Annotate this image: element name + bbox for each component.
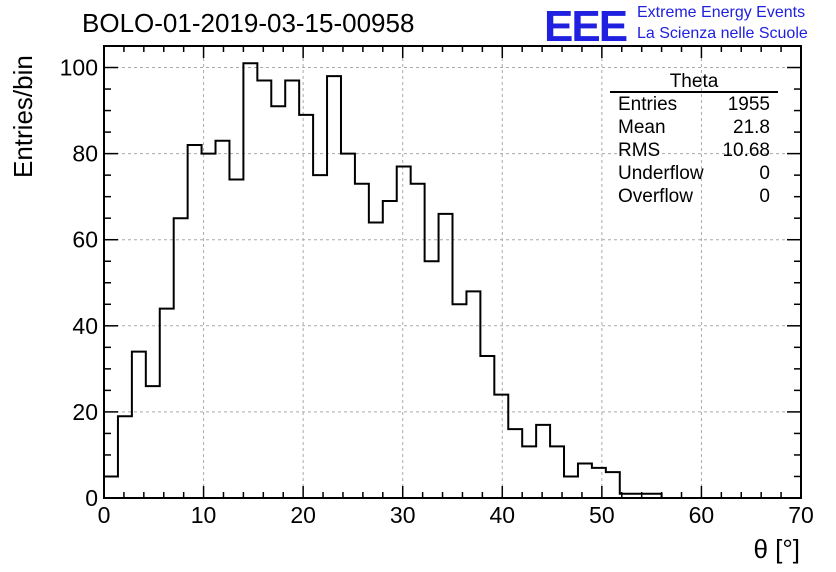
stats-value: 10.68 xyxy=(722,140,770,161)
histogram-series-theta xyxy=(103,62,663,498)
histogram-bin xyxy=(229,179,243,498)
histogram-bin xyxy=(271,106,285,498)
x-tick-label: 50 xyxy=(589,502,615,528)
histogram-bin xyxy=(480,356,494,498)
histogram-bin xyxy=(494,395,508,498)
histogram-bin xyxy=(466,291,480,498)
stats-value: 21.8 xyxy=(733,117,770,138)
y-axis-label: Entries/bin xyxy=(8,55,38,178)
y-tick-label: 100 xyxy=(60,55,98,81)
histogram-bin xyxy=(369,222,383,498)
histogram-bin xyxy=(564,476,578,498)
logo-line-2: La Scienza nelle Scuole xyxy=(637,25,808,42)
y-tick-label: 40 xyxy=(72,313,98,339)
histogram-bin xyxy=(355,184,369,498)
histogram-bin xyxy=(257,80,271,498)
histogram-bin xyxy=(439,214,453,498)
x-tick-label: 10 xyxy=(191,502,217,528)
histogram-bin xyxy=(299,115,313,498)
plot-frame xyxy=(103,45,802,499)
stats-value: 1955 xyxy=(727,94,770,115)
stats-label: Underflow xyxy=(618,163,704,184)
histogram-bin xyxy=(578,464,592,498)
histogram-bin xyxy=(146,386,160,498)
y-tick-label: 60 xyxy=(72,227,98,253)
stats-label: RMS xyxy=(618,140,661,161)
histogram-bin xyxy=(285,80,299,498)
histogram-bin xyxy=(243,63,257,498)
x-tick-label: 70 xyxy=(788,502,814,528)
histogram-bin xyxy=(174,218,188,498)
stats-box: Theta Entries 1955 Mean 21.8 RMS 10.68 U… xyxy=(610,72,778,208)
stats-row-overflow: Overflow 0 xyxy=(610,185,778,208)
histogram-bin xyxy=(411,184,425,498)
histogram-bin xyxy=(383,201,397,498)
chart-title: BOLO-01-2019-03-15-00958 xyxy=(82,8,415,38)
histogram-bin xyxy=(592,468,606,498)
stats-row-rms: RMS 10.68 xyxy=(610,139,778,162)
x-tick-label: 40 xyxy=(489,502,515,528)
y-tick-label: 20 xyxy=(72,399,98,425)
stats-row-underflow: Underflow 0 xyxy=(610,162,778,185)
histogram-bin xyxy=(522,446,536,498)
x-axis-label: θ [°] xyxy=(753,534,800,564)
histogram-bin xyxy=(104,476,118,498)
histogram-bin xyxy=(341,154,355,498)
histogram-bin xyxy=(550,446,564,498)
stats-row-mean: Mean 21.8 xyxy=(610,116,778,139)
histogram-bin xyxy=(397,167,411,498)
x-tick-label: 20 xyxy=(290,502,316,528)
histogram-bin xyxy=(202,154,216,498)
stats-row-entries: Entries 1955 xyxy=(610,93,778,116)
stats-title: Theta xyxy=(610,72,778,93)
x-tick-label: 60 xyxy=(689,502,715,528)
stats-label: Mean xyxy=(618,117,666,138)
histogram-bin xyxy=(313,175,327,498)
histogram-bin xyxy=(327,76,341,498)
stats-label: Overflow xyxy=(618,186,693,207)
histogram-bin xyxy=(453,304,467,498)
y-tick-label: 80 xyxy=(72,141,98,167)
stats-value: 0 xyxy=(759,163,770,184)
histogram-bin xyxy=(160,309,174,498)
y-tick-label: 0 xyxy=(85,485,98,511)
stats-value: 0 xyxy=(759,186,770,207)
logo-line-1: Extreme Energy Events xyxy=(637,4,806,21)
histogram-bin xyxy=(118,416,132,498)
histogram-bin xyxy=(188,145,202,498)
stats-label: Entries xyxy=(618,94,678,115)
histogram-bin xyxy=(508,429,522,498)
histogram-bin xyxy=(606,472,620,498)
histogram-bin xyxy=(216,141,230,498)
x-tick-label: 0 xyxy=(98,502,111,528)
histogram-bin xyxy=(132,352,146,498)
x-tick-label: 30 xyxy=(390,502,416,528)
histogram-bin xyxy=(536,425,550,498)
eee-logo: EEE xyxy=(544,2,628,51)
histogram-bin xyxy=(425,261,439,498)
